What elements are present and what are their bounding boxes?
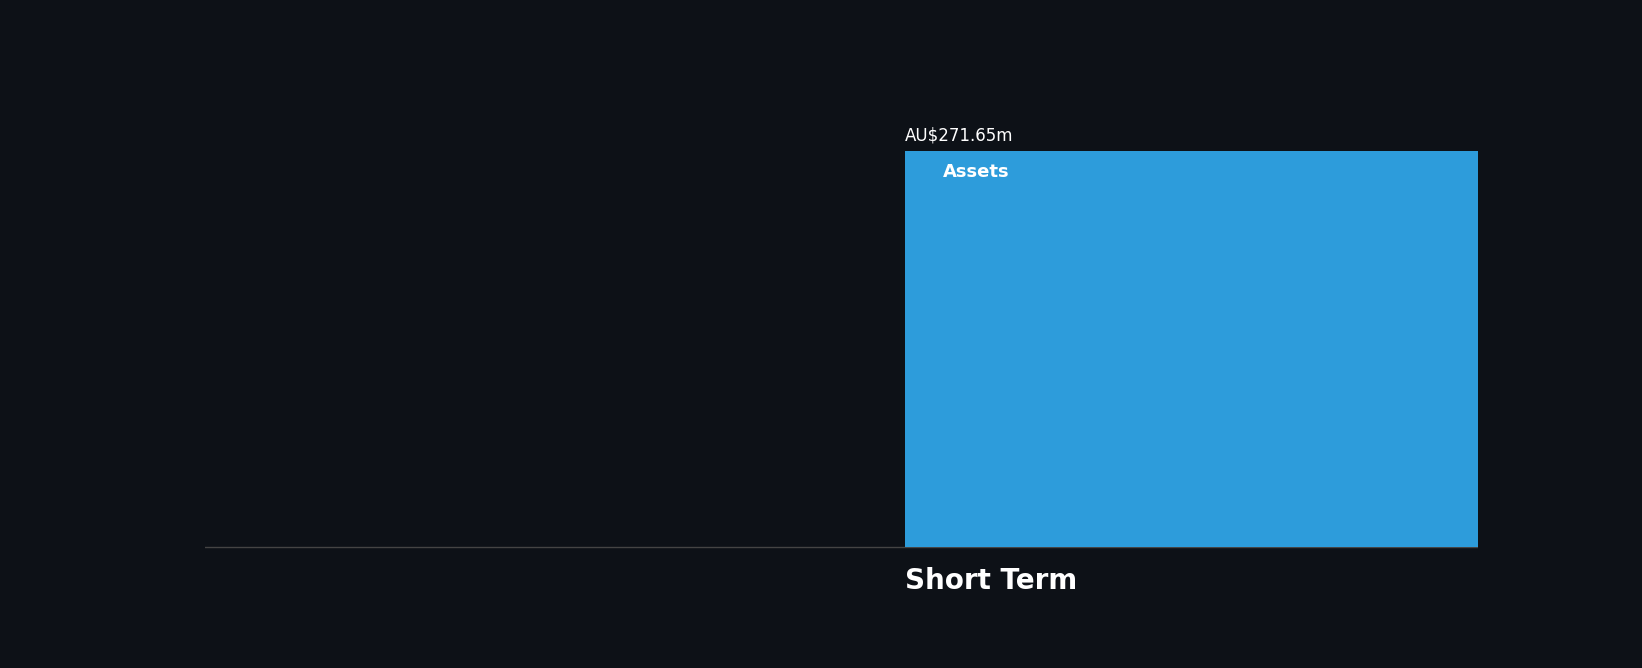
Text: Assets: Assets <box>944 163 1010 181</box>
FancyBboxPatch shape <box>905 152 1642 547</box>
Text: Short Term: Short Term <box>905 567 1077 595</box>
Text: AU$271.65m: AU$271.65m <box>905 126 1013 144</box>
